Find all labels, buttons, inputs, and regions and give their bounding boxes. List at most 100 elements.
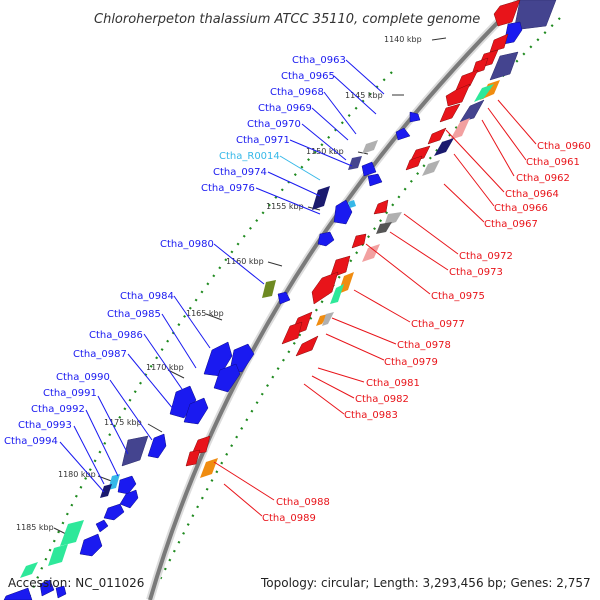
- gene-label: Ctha_0974: [213, 167, 267, 178]
- reverse-gene: [405, 155, 423, 171]
- cog-box: [459, 99, 485, 123]
- gene-label: Ctha_0987: [73, 349, 127, 360]
- tick-label: 1140 kbp: [384, 35, 422, 44]
- gene-label: Ctha_0979: [384, 357, 438, 368]
- forward-gene: [409, 111, 421, 123]
- gene-label: Ctha_0968: [270, 87, 324, 98]
- forward-gene: [395, 127, 411, 141]
- cog-box: [489, 51, 519, 81]
- cog-box: [322, 312, 334, 326]
- gene-label: Ctha_0976: [201, 183, 255, 194]
- reverse-gene: [439, 103, 461, 123]
- tick-label: 1175 kbp: [104, 418, 142, 427]
- forward-gene: [183, 397, 209, 425]
- forward-gene: [39, 579, 55, 597]
- forward-gene: [117, 475, 137, 495]
- gene-label: Ctha_0966: [494, 203, 548, 214]
- cog-box: [362, 140, 378, 154]
- gene-label: Ctha_0994: [4, 436, 58, 447]
- cog-box: [262, 280, 276, 298]
- reverse-gene: [445, 83, 471, 107]
- forward-gene: [361, 161, 377, 177]
- tick-label: 1170 kbp: [146, 363, 184, 372]
- cog-box: [422, 160, 440, 176]
- tick-marks: [53, 37, 447, 535]
- tick-label: 1150 kbp: [306, 147, 344, 156]
- gene-label: Ctha_0963: [292, 55, 346, 66]
- reverse-gene: [471, 57, 489, 75]
- gene-label: Ctha_0980: [160, 239, 214, 250]
- reverse-gene: [311, 271, 339, 305]
- gene-label: Ctha_0962: [516, 173, 570, 184]
- cog-box: [330, 284, 344, 304]
- gene-label: Ctha_0981: [366, 378, 420, 389]
- forward-gene: [367, 173, 383, 187]
- cog-box: [474, 84, 494, 102]
- gene-label: Ctha_0986: [89, 330, 143, 341]
- cog-box: [513, 0, 557, 31]
- forward-gene-labels: Ctha_0963 Ctha_0965 Ctha_0968 Ctha_0969 …: [4, 55, 385, 493]
- gene-label: Ctha_0983: [344, 410, 398, 421]
- gene-label: Ctha_0991: [43, 388, 97, 399]
- gene-label: Ctha_0970: [247, 119, 301, 130]
- reverse-gene: [489, 33, 509, 53]
- gene-label: Ctha_0972: [459, 251, 513, 262]
- forward-gene: [119, 489, 139, 509]
- cog-box: [450, 118, 470, 140]
- gene-label: Ctha_0965: [281, 71, 335, 82]
- forward-gene: [95, 519, 109, 533]
- reverse-gene: [373, 199, 389, 215]
- cog-box: [384, 212, 402, 226]
- gene-label: Ctha_0992: [31, 404, 85, 415]
- gene-label: Ctha_0978: [397, 340, 451, 351]
- tick-label: 1160 kbp: [226, 257, 264, 266]
- gene-label: Ctha_0973: [449, 267, 503, 278]
- cog-box: [100, 484, 112, 498]
- genome-summary: Topology: circular; Length: 3,293,456 bp…: [260, 576, 591, 590]
- reverse-gene: [351, 233, 367, 249]
- forward-gene: [277, 291, 291, 305]
- map-title: Chloroherpeton thalassium ATCC 35110, co…: [94, 12, 480, 27]
- cog-box: [200, 458, 218, 478]
- reverse-gene: [493, 0, 521, 27]
- gene-label: Ctha_0977: [411, 319, 465, 330]
- tick-label: 1155 kbp: [266, 202, 304, 211]
- cog-box: [20, 562, 38, 578]
- gene-label: Ctha_0969: [258, 103, 312, 114]
- cog-box: [434, 138, 454, 156]
- gene-label: Ctha_0982: [355, 394, 409, 405]
- forward-gene: [333, 199, 353, 225]
- gene-label: Ctha_0993: [18, 420, 72, 431]
- cog-box: [60, 520, 84, 546]
- cog-inner-boxes: [20, 140, 378, 578]
- rna-gene: [348, 200, 356, 208]
- forward-gene: [503, 21, 523, 45]
- cog-box: [121, 435, 149, 467]
- forward-gene: [103, 503, 125, 521]
- gene-label: Ctha_R0014: [219, 151, 280, 162]
- reverse-gene: [185, 449, 201, 467]
- gene-label: Ctha_0960: [537, 141, 591, 152]
- forward-gene: [317, 231, 335, 247]
- tick-label: 1165 kbp: [186, 309, 224, 318]
- forward-gene: [79, 533, 103, 557]
- forward-gene: [203, 341, 233, 377]
- backbone: [146, 0, 523, 600]
- cog-box: [348, 156, 362, 170]
- accession-text: Accession: NC_011026: [8, 576, 144, 590]
- reverse-gene: [409, 145, 431, 163]
- gene-label: Ctha_0984: [120, 291, 174, 302]
- cog-box: [312, 186, 330, 210]
- gene-label: Ctha_0990: [56, 372, 110, 383]
- cog-box: [362, 244, 380, 262]
- reverse-gene-labels: Ctha_0960 Ctha_0961 Ctha_0962 Ctha_0964 …: [213, 99, 591, 524]
- reverse-gene: [191, 435, 211, 455]
- gene-label: Ctha_0967: [484, 219, 538, 230]
- cog-box: [48, 544, 68, 566]
- reverse-gene: [295, 335, 319, 357]
- forward-gene: [3, 587, 33, 600]
- reverse-gene: [455, 69, 479, 91]
- tick-label: 1145 kbp: [345, 91, 383, 100]
- gene-label: Ctha_0988: [276, 497, 330, 508]
